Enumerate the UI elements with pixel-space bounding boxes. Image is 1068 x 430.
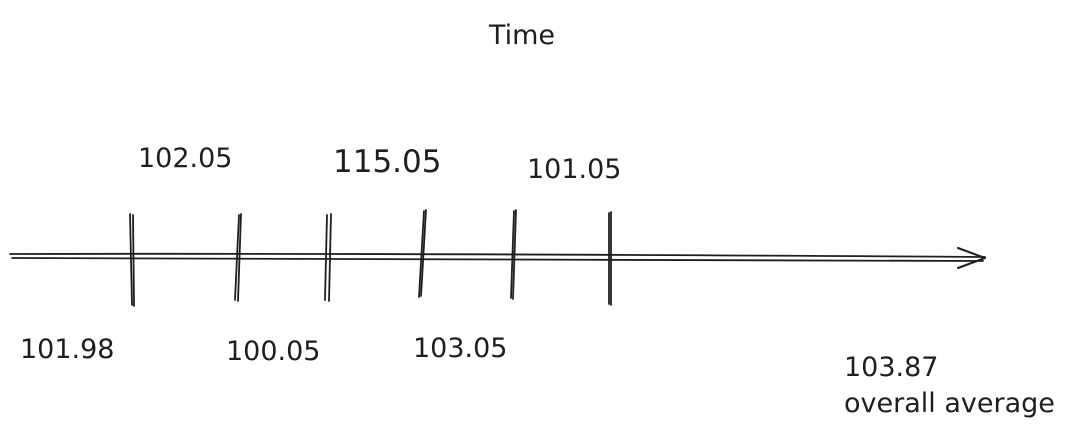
axis-line-top: [9, 252, 986, 258]
axis-line-bottom: [11, 257, 984, 262]
tick-5: [510, 209, 517, 300]
lower-value-3: 103.05: [413, 333, 507, 364]
upper-value-3: 101.05: [527, 154, 621, 185]
upper-value-2-highlight: 115.05: [333, 144, 441, 180]
average-caption: overall average: [844, 388, 1055, 419]
upper-value-1: 102.05: [138, 143, 232, 174]
diagram-title: Time: [488, 20, 555, 51]
tick-1: [129, 213, 135, 307]
lower-value-1: 101.98: [20, 334, 114, 365]
tick-3: [324, 213, 332, 302]
lower-value-2: 100.05: [226, 336, 320, 367]
tick-2: [234, 213, 242, 302]
tick-6: [608, 211, 612, 306]
tick-4: [418, 209, 427, 298]
tick-marks: [129, 209, 612, 307]
average-value: 103.87: [844, 352, 938, 383]
arrow-head-icon: [957, 247, 986, 269]
time-axis: [9, 247, 986, 269]
